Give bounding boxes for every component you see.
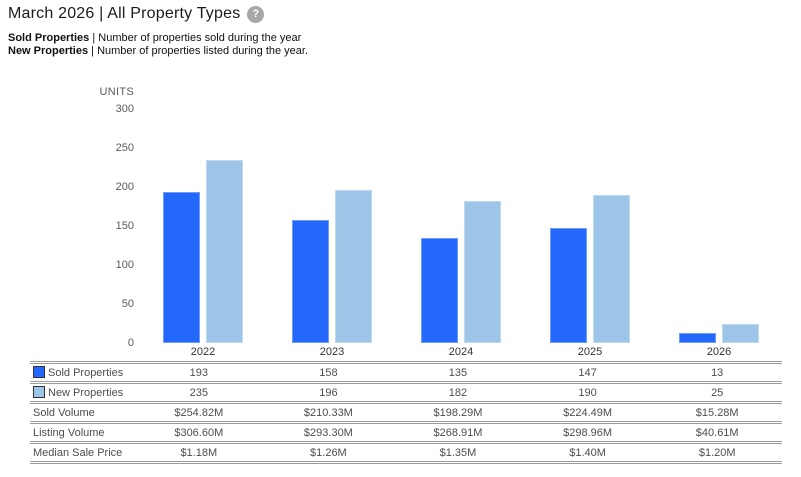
table-cell: $1.18M	[134, 441, 264, 463]
row-label: Listing Volume	[30, 421, 134, 443]
bar-chart	[0, 109, 801, 343]
row-label: Sold Properties	[30, 361, 134, 383]
bar-new-2023[interactable]	[335, 190, 372, 343]
bar-new-2022[interactable]	[206, 159, 243, 343]
table-cell: $293.30M	[263, 421, 394, 443]
bar-sold-2025[interactable]	[550, 228, 587, 343]
table-cell: 190	[522, 381, 653, 403]
table-cell: $198.29M	[393, 401, 523, 423]
bar-sold-2026[interactable]	[679, 332, 716, 343]
chart-description: Sold Properties | Number of properties s…	[8, 32, 308, 57]
page-title: March 2026 | All Property Types	[8, 5, 241, 22]
help-icon[interactable]: ?	[247, 5, 265, 23]
legend-line-sold: Sold Properties | Number of properties s…	[8, 32, 308, 45]
table-row: Median Sale Price $1.18M $1.26M $1.35M $1.40…	[30, 441, 782, 463]
legend-new-desc: Number of properties listed during the y…	[97, 44, 309, 57]
row-label: Median Sale Price	[30, 441, 134, 463]
x-axis-label: 2026	[706, 346, 732, 358]
y-tick-label: 0	[127, 337, 134, 349]
table-cell: 235	[134, 381, 264, 403]
legend-swatch-icon	[33, 386, 45, 398]
table-cell: $15.28M	[652, 401, 782, 423]
table-cell: 25	[652, 381, 782, 403]
table-cell: $1.26M	[263, 441, 394, 463]
legend-new-label: New Properties	[8, 44, 89, 57]
table-cell: $298.96M	[522, 421, 653, 443]
table-cell: $1.20M	[652, 441, 782, 463]
y-tick-label: 100	[115, 259, 134, 271]
y-axis-title: UNITS	[99, 86, 134, 98]
y-tick-label: 150	[115, 220, 134, 232]
x-axis-label: 2024	[448, 346, 474, 358]
header: March 2026 | All Property Types ?	[8, 5, 265, 23]
table-cell: $210.33M	[263, 401, 394, 423]
bar-sold-2022[interactable]	[163, 192, 200, 343]
table-cell: $40.61M	[652, 421, 782, 443]
bar-new-2024[interactable]	[464, 201, 501, 343]
table-cell: 13	[652, 361, 782, 383]
table-cell: 135	[393, 361, 523, 383]
bar-sold-2024[interactable]	[421, 237, 458, 343]
y-tick-label: 200	[115, 181, 134, 193]
table-cell: $254.82M	[134, 401, 264, 423]
bar-sold-2023[interactable]	[292, 219, 329, 343]
table-cell: 193	[134, 361, 264, 383]
legend-sold-desc: Number of properties sold during the yea…	[98, 32, 302, 44]
summary-table: Sold Properties 193 158 135 147 13 New Propert…	[30, 361, 782, 464]
table-cell: $224.49M	[522, 401, 653, 423]
x-axis-label: 2022	[190, 346, 216, 358]
x-axis-label: 2023	[319, 346, 345, 358]
bar-new-2026[interactable]	[722, 323, 759, 343]
table-row: Sold Volume $254.82M $210.33M $198.29M $224.…	[30, 401, 782, 423]
table-row: New Properties 235 196 182 190 25	[30, 381, 782, 403]
bar-new-2025[interactable]	[593, 194, 630, 343]
table-cell: 158	[263, 361, 394, 383]
separator: |	[89, 32, 99, 44]
table-row: Listing Volume $306.60M $293.30M $268.91M $2…	[30, 421, 782, 443]
row-label: New Properties	[30, 381, 134, 403]
table-cell: 196	[263, 381, 394, 403]
table-cell: 147	[522, 361, 653, 383]
x-axis-label: 2025	[577, 346, 603, 358]
table-cell: $1.40M	[522, 441, 653, 463]
table-cell: $268.91M	[393, 421, 523, 443]
separator: |	[88, 44, 98, 57]
table-row: Sold Properties 193 158 135 147 13	[30, 361, 782, 383]
y-tick-label: 50	[121, 298, 134, 310]
y-tick-label: 300	[115, 103, 134, 115]
table-cell: 182	[393, 381, 523, 403]
table-cell: $306.60M	[134, 421, 264, 443]
legend-line-new: New Properties | Number of properties li…	[8, 45, 308, 58]
legend-swatch-icon	[33, 366, 45, 378]
y-tick-label: 250	[115, 142, 134, 154]
legend-sold-label: Sold Properties	[8, 32, 90, 44]
row-label: Sold Volume	[30, 401, 134, 423]
table-cell: $1.35M	[393, 441, 523, 463]
